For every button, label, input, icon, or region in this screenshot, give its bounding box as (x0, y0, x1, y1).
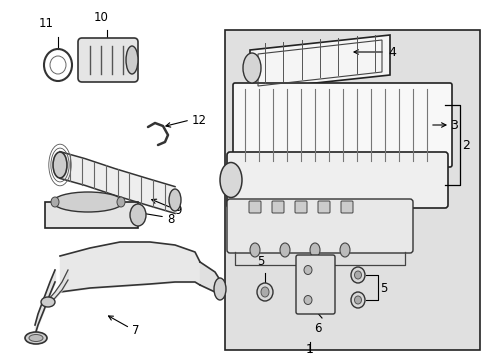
Ellipse shape (169, 189, 181, 211)
Ellipse shape (130, 204, 146, 226)
Ellipse shape (354, 271, 361, 279)
Polygon shape (249, 35, 389, 90)
Text: 2: 2 (461, 139, 469, 152)
Ellipse shape (25, 332, 47, 344)
FancyBboxPatch shape (340, 201, 352, 213)
FancyBboxPatch shape (248, 201, 261, 213)
Ellipse shape (29, 334, 43, 342)
Bar (224, 30, 479, 350)
Ellipse shape (354, 296, 361, 304)
Ellipse shape (220, 162, 242, 198)
Ellipse shape (309, 243, 319, 257)
Ellipse shape (257, 283, 272, 301)
Text: 1: 1 (305, 343, 313, 356)
Ellipse shape (117, 197, 125, 207)
Ellipse shape (41, 297, 55, 307)
FancyBboxPatch shape (226, 152, 447, 208)
Ellipse shape (53, 152, 67, 178)
Text: 10: 10 (93, 11, 108, 24)
FancyBboxPatch shape (232, 83, 451, 167)
Text: 3: 3 (449, 118, 457, 131)
Text: 12: 12 (192, 113, 206, 126)
Ellipse shape (304, 296, 311, 305)
Ellipse shape (280, 243, 289, 257)
Ellipse shape (51, 197, 59, 207)
FancyBboxPatch shape (295, 255, 334, 314)
Ellipse shape (304, 266, 311, 275)
Ellipse shape (53, 192, 123, 212)
Text: 6: 6 (314, 322, 321, 335)
Text: 11: 11 (39, 17, 53, 30)
FancyBboxPatch shape (271, 201, 284, 213)
Ellipse shape (350, 292, 364, 308)
Polygon shape (45, 202, 138, 228)
Text: 8: 8 (167, 212, 174, 225)
Ellipse shape (243, 53, 261, 83)
Ellipse shape (350, 267, 364, 283)
Ellipse shape (261, 287, 268, 297)
FancyBboxPatch shape (226, 199, 412, 253)
Ellipse shape (339, 243, 349, 257)
Text: 5: 5 (379, 282, 386, 294)
Text: 7: 7 (132, 324, 139, 337)
Ellipse shape (214, 278, 225, 300)
Text: 5: 5 (257, 255, 264, 268)
FancyBboxPatch shape (294, 201, 306, 213)
FancyBboxPatch shape (78, 38, 138, 82)
Ellipse shape (249, 243, 260, 257)
Text: 9: 9 (174, 203, 181, 216)
FancyBboxPatch shape (317, 201, 329, 213)
Ellipse shape (126, 46, 138, 74)
Text: 4: 4 (387, 45, 395, 59)
